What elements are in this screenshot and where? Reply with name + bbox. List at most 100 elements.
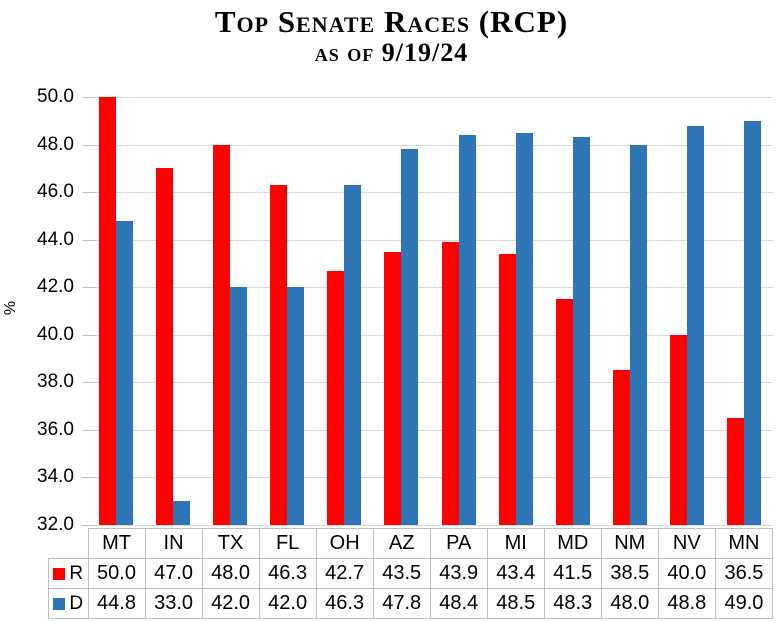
y-axis-tick xyxy=(82,239,95,241)
table-value-d-mt: 44.8 xyxy=(87,588,146,619)
y-tick-label: 50.0 xyxy=(37,86,74,107)
table-header-cell-tx: TX xyxy=(201,528,260,559)
table-header-cell-nm: NM xyxy=(600,528,659,559)
y-tick-label: 40.0 xyxy=(37,323,74,345)
y-tick-label: 36.0 xyxy=(37,418,74,440)
bar-r-mt xyxy=(98,97,116,525)
y-axis-tick xyxy=(82,144,95,146)
bar-r-in xyxy=(155,168,173,525)
y-tick-label: 38.0 xyxy=(37,371,74,393)
y-tick-label: 48.0 xyxy=(37,133,74,155)
table-row-d: D 44.8 33.0 42.0 42.0 46.3 47.8 48.4 48.5 48.3 48.… xyxy=(48,588,774,619)
table-value-r-oh: 42.7 xyxy=(315,558,374,589)
table-value-r-az: 43.5 xyxy=(372,558,431,589)
bar-d-az xyxy=(401,149,419,525)
bar-d-mi xyxy=(515,132,533,525)
legend-cell-r: R xyxy=(48,558,89,589)
legend-cell-d: D xyxy=(48,588,89,619)
data-table-body: MT IN TX FL OH AZ PA MI MD NM NV MN R 50.0 47.0 48.0 46.… xyxy=(48,528,774,619)
bar-d-md xyxy=(572,137,590,525)
table-row-r: R 50.0 47.0 48.0 46.3 42.7 43.5 43.9 43.4 41.5 38.… xyxy=(48,558,774,589)
gridline xyxy=(87,287,773,289)
table-header-cell-az: AZ xyxy=(372,528,431,559)
table-value-d-fl: 42.0 xyxy=(258,588,317,619)
table-header-cell-mt: MT xyxy=(87,528,146,559)
table-value-r-tx: 48.0 xyxy=(201,558,260,589)
table-value-r-pa: 43.9 xyxy=(429,558,488,589)
table-value-d-nm: 48.0 xyxy=(600,588,659,619)
bar-group-md xyxy=(544,97,601,525)
table-corner-cell xyxy=(49,529,89,559)
table-value-r-nm: 38.5 xyxy=(600,558,659,589)
y-tick-label: 32.0 xyxy=(37,514,74,535)
bar-group-mi xyxy=(487,97,544,525)
bar-r-md xyxy=(555,299,573,525)
table-value-r-nv: 40.0 xyxy=(657,558,716,589)
table-value-d-mn: 49.0 xyxy=(714,588,774,619)
table-header-cell-pa: PA xyxy=(429,528,488,559)
table-value-r-mt: 50.0 xyxy=(87,558,146,589)
bar-d-fl xyxy=(287,287,305,525)
bar-r-nv xyxy=(670,334,688,525)
bar-group-fl xyxy=(259,97,316,525)
y-axis-tick xyxy=(82,382,95,384)
table-header-cell-in: IN xyxy=(144,528,203,559)
data-table: MT IN TX FL OH AZ PA MI MD NM NV MN R 50.0 47.0 48.0 46.… xyxy=(48,528,774,619)
bar-groups xyxy=(87,97,773,525)
bar-r-tx xyxy=(212,144,230,525)
bar-group-nm xyxy=(602,97,659,525)
y-axis-tick xyxy=(82,334,95,336)
table-header-cell-oh: OH xyxy=(315,528,374,559)
y-axis-tick xyxy=(82,477,95,479)
table-value-r-in: 47.0 xyxy=(144,558,203,589)
bar-d-mt xyxy=(115,220,133,525)
table-value-r-fl: 46.3 xyxy=(258,558,317,589)
gridline xyxy=(87,382,773,384)
y-tick-label: 42.0 xyxy=(37,276,74,298)
bar-d-mn xyxy=(744,120,762,525)
bar-r-mn xyxy=(727,418,745,525)
y-tick-label: 44.0 xyxy=(37,228,74,250)
bar-r-pa xyxy=(441,242,459,525)
table-value-d-md: 48.3 xyxy=(543,588,602,619)
chart-title-line1: Top Senate Races (RCP) xyxy=(214,4,569,39)
table-value-d-pa: 48.4 xyxy=(429,588,488,619)
bar-group-pa xyxy=(430,97,487,525)
legend-label-d: D xyxy=(69,592,84,614)
gridline xyxy=(87,525,773,526)
bar-group-mn xyxy=(716,97,773,525)
table-value-r-mi: 43.4 xyxy=(486,558,545,589)
table-header-cell-fl: FL xyxy=(258,528,317,559)
bar-group-mt xyxy=(87,97,144,525)
bar-d-nm xyxy=(630,144,648,525)
y-axis-tick xyxy=(82,525,95,526)
bar-r-nm xyxy=(613,370,631,525)
y-axis-tick xyxy=(82,97,95,98)
gridline xyxy=(87,334,773,336)
legend-swatch-d-icon xyxy=(53,597,66,610)
table-header-row: MT IN TX FL OH AZ PA MI MD NM NV MN xyxy=(49,528,774,559)
bar-r-oh xyxy=(327,270,345,525)
table-value-d-az: 47.8 xyxy=(372,588,431,619)
y-tick-label: 34.0 xyxy=(37,466,74,488)
bar-d-oh xyxy=(344,184,362,525)
chart-title-line2: as of 9/19/24 xyxy=(314,38,469,68)
y-axis: 50.0 48.0 46.0 44.0 42.0 40.0 38.0 36.0 34.0 32.0 xyxy=(0,87,74,535)
table-value-d-oh: 46.3 xyxy=(315,588,374,619)
bar-d-in xyxy=(172,501,190,525)
table-header-cell-nv: NV xyxy=(657,528,716,559)
bar-r-az xyxy=(384,251,402,525)
gridline xyxy=(87,429,773,431)
table-header-cell-md: MD xyxy=(543,528,602,559)
bar-r-fl xyxy=(270,184,288,525)
table-value-d-nv: 48.8 xyxy=(657,588,716,619)
table-value-r-mn: 36.5 xyxy=(714,558,774,589)
bar-group-oh xyxy=(316,97,373,525)
bar-group-tx xyxy=(201,97,258,525)
gridline xyxy=(87,144,773,146)
legend-label-r: R xyxy=(69,562,84,584)
bar-group-nv xyxy=(659,97,716,525)
y-axis-tick xyxy=(82,192,95,194)
table-header-cell-mn: MN xyxy=(714,528,774,559)
